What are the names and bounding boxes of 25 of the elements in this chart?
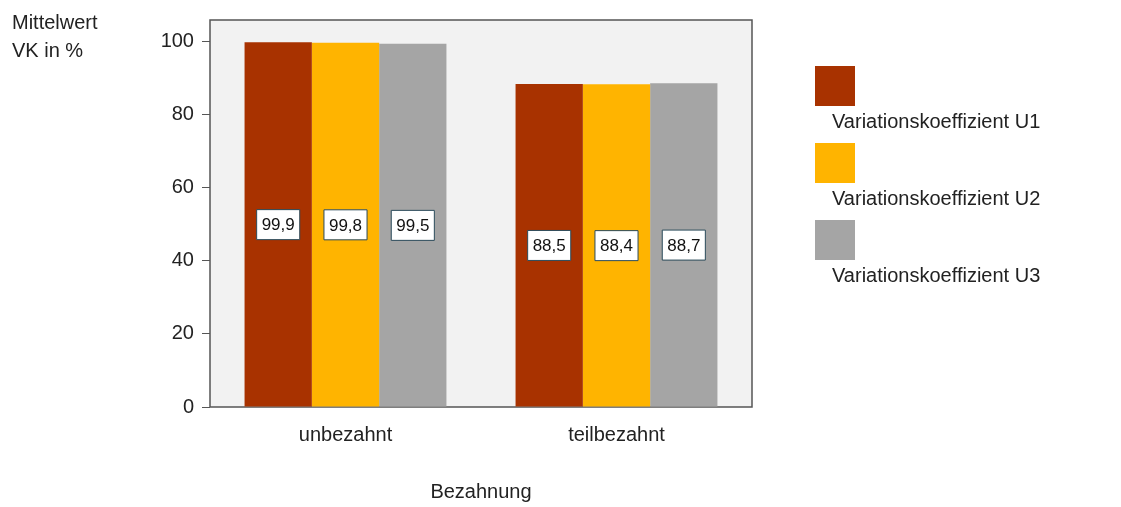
bar	[650, 83, 718, 407]
y-tick-label: 80	[171, 102, 194, 125]
x-axis-title: Bezahnung	[429, 480, 533, 503]
data-label: 88,7	[667, 235, 701, 255]
y-tick-label: 60	[171, 175, 194, 198]
y-tick-label: 100	[160, 29, 194, 52]
bar	[311, 42, 380, 407]
y-axis-title: Mittelwert VK in %	[12, 10, 98, 63]
data-label: 99,5	[396, 216, 430, 236]
x-tick-label: unbezahnt	[298, 422, 393, 445]
bar	[582, 84, 651, 407]
legend-label: Variationskoeffizient U3	[832, 264, 1041, 287]
data-label: 88,5	[532, 236, 566, 256]
bar	[515, 83, 583, 407]
y-tick-label: 0	[182, 394, 194, 417]
data-label: 99,9	[261, 215, 295, 235]
legend-label: Variationskoeffizient U2	[832, 187, 1041, 210]
data-label: 99,8	[328, 215, 363, 235]
y-tick-label: 20	[171, 321, 194, 344]
y-tick-label: 40	[171, 248, 194, 271]
data-label: 88,4	[599, 236, 634, 256]
legend-label: Variationskoeffizient U1	[832, 110, 1041, 133]
bar	[379, 43, 447, 407]
bar	[244, 42, 312, 407]
x-tick-label: teilbezahnt	[568, 422, 666, 445]
